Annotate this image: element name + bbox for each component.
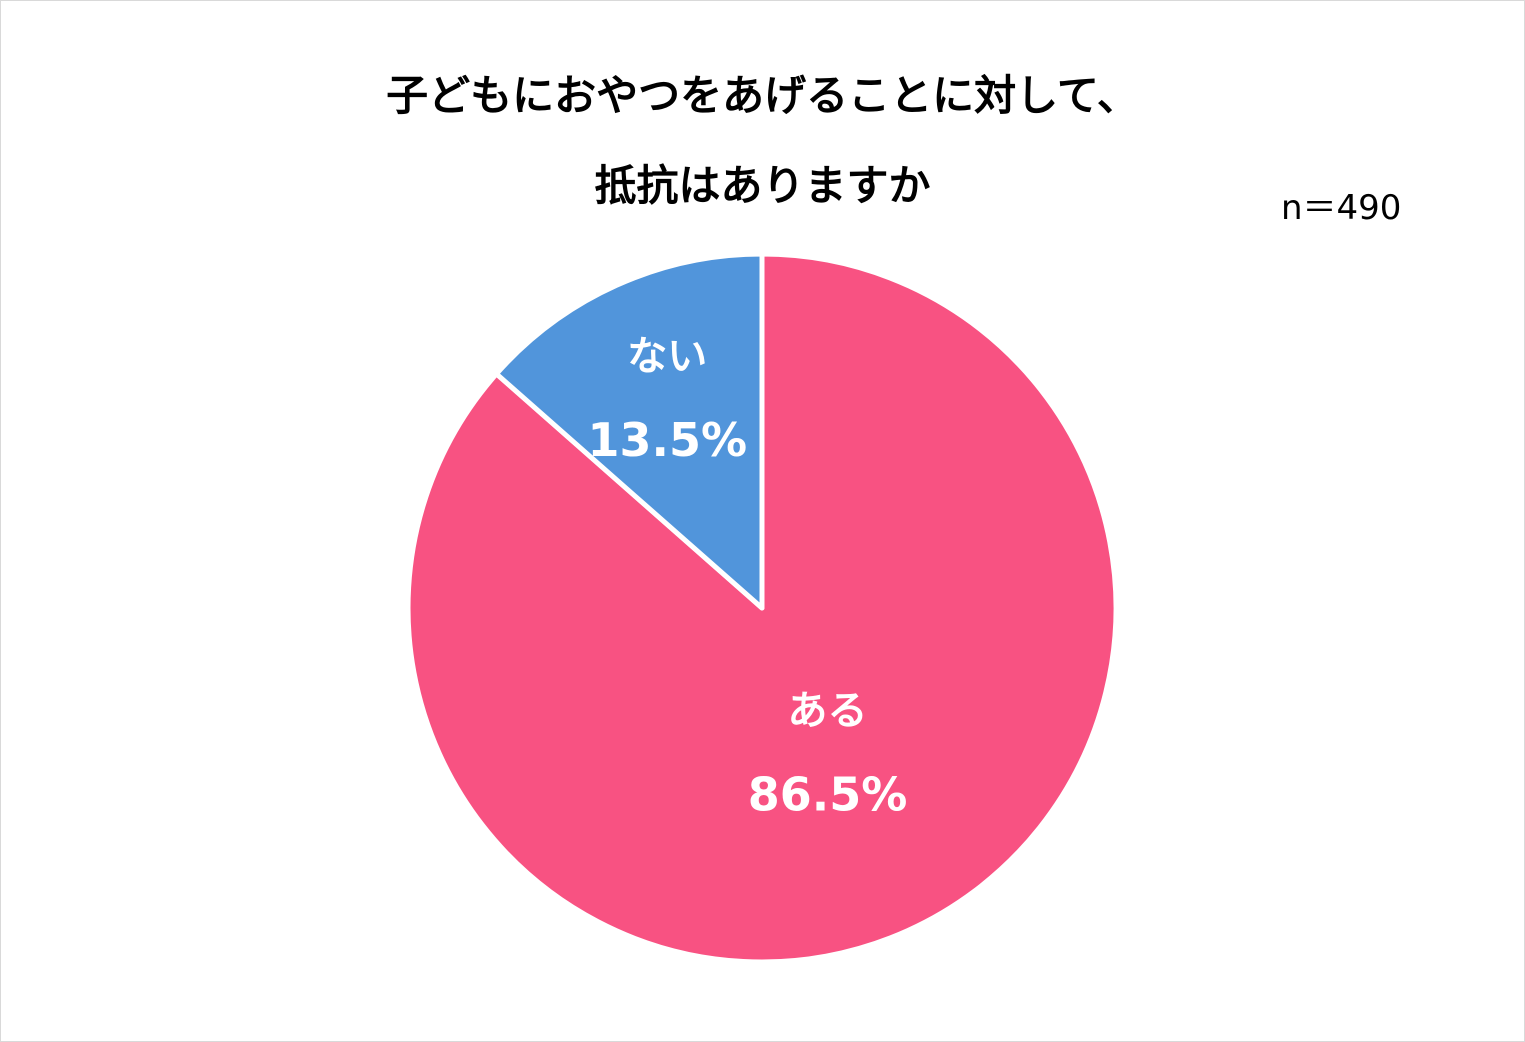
slice-category-label-1: ない (627, 333, 707, 379)
slice-category-label-0: ある (788, 688, 868, 734)
pie-slices (408, 254, 1116, 962)
slice-value-label-0: 86.5% (748, 768, 908, 822)
slice-value-label-1: 13.5% (588, 413, 748, 467)
